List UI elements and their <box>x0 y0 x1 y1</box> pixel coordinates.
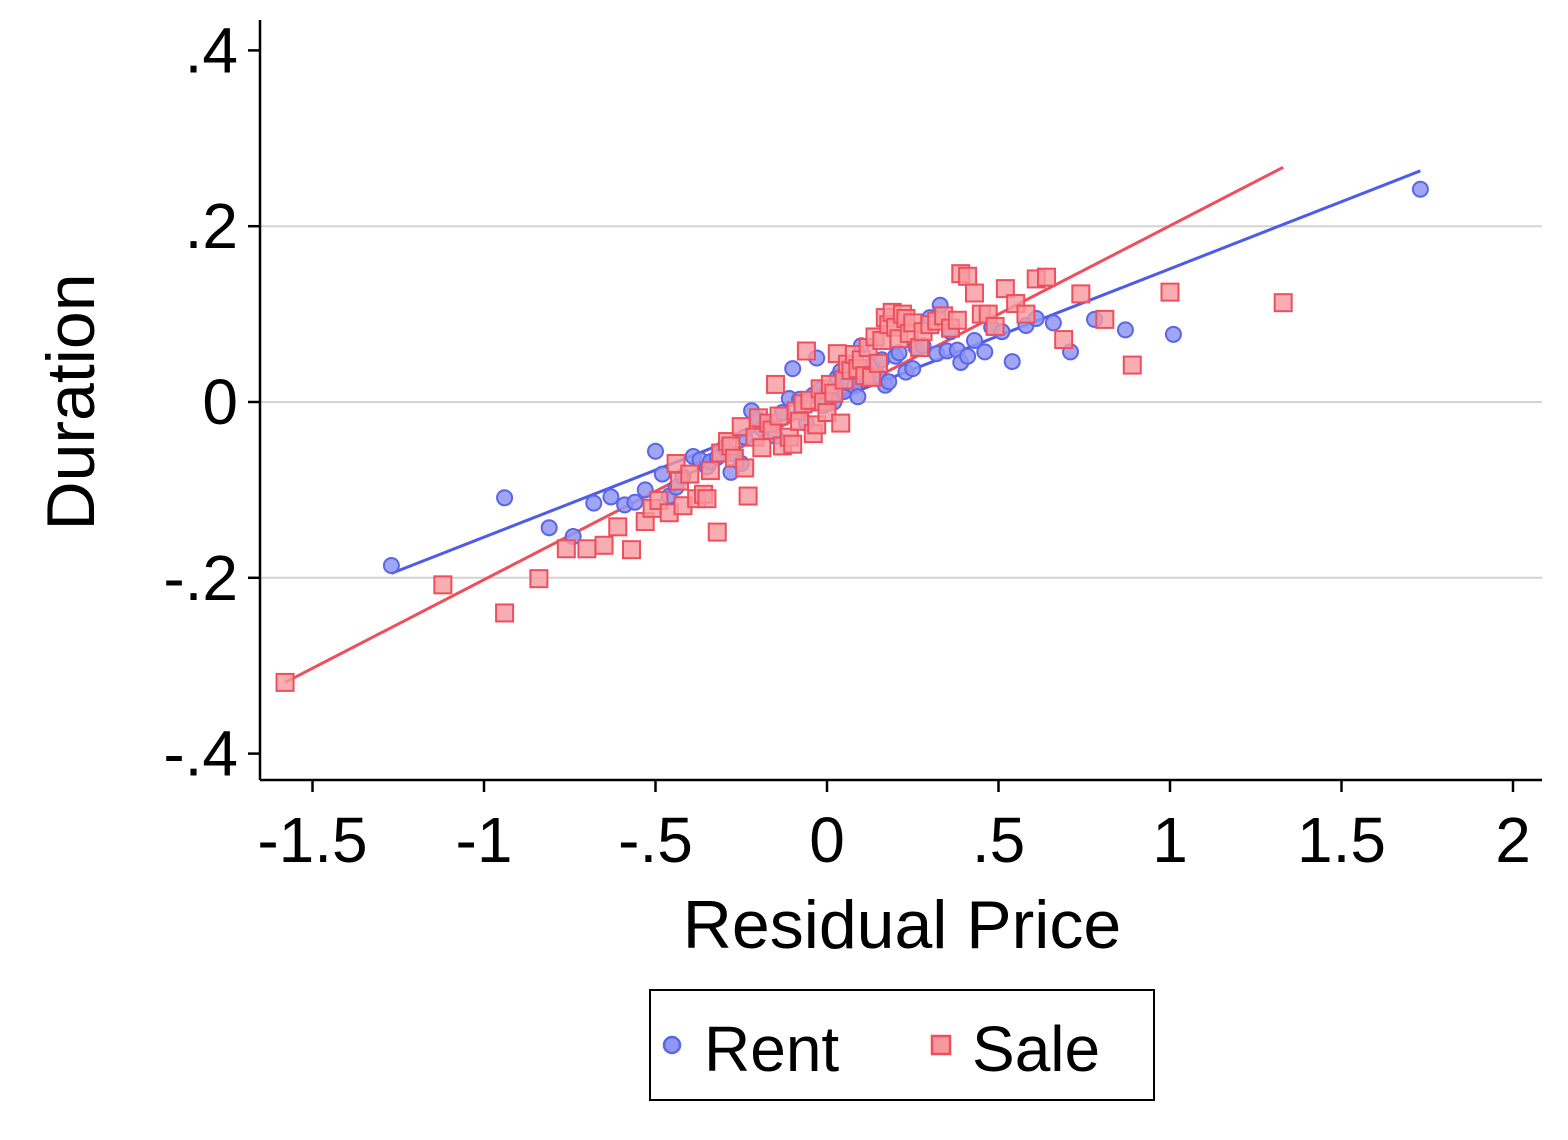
sale-point <box>1016 304 1036 324</box>
sale-point <box>1071 284 1091 304</box>
rent-point <box>602 488 620 506</box>
y-tick-label: -.2 <box>163 542 238 614</box>
sale-point <box>621 540 641 560</box>
x-tick-label: -1 <box>456 804 513 876</box>
x-axis-title: Residual Price <box>683 887 1121 963</box>
sale-point <box>769 406 789 426</box>
sale-point <box>796 341 816 361</box>
legend-sale-label: Sale <box>972 1013 1100 1085</box>
sale-point <box>556 539 576 559</box>
sale-point <box>831 413 851 433</box>
legend-item-sale: Sale <box>930 1013 1100 1085</box>
x-tick-label: 1 <box>1152 804 1188 876</box>
sale-point <box>947 310 967 330</box>
sale-point <box>529 569 549 589</box>
rent-point <box>784 360 802 378</box>
rent-point <box>1003 353 1021 371</box>
sale-point <box>608 517 628 537</box>
y-tick-label: .2 <box>185 190 238 262</box>
sale-point <box>433 575 453 595</box>
sale-point <box>680 464 700 484</box>
axes: -.4 -.2 0 .2 .4 -1.5 -1 -.5 0 .5 1 1.5 2 <box>163 14 1542 876</box>
x-tick-label: 0 <box>809 804 845 876</box>
legend-rent-label: Rent <box>704 1013 839 1085</box>
rent-point <box>1044 314 1062 332</box>
rent-point <box>653 465 671 483</box>
rent-point <box>540 519 558 537</box>
rent-point <box>585 494 603 512</box>
sale-point <box>275 672 295 692</box>
sale-point <box>1273 293 1293 313</box>
sale-point <box>910 338 930 358</box>
sale-point <box>1095 309 1115 329</box>
x-tick-label: .5 <box>972 804 1025 876</box>
x-tick-label: 1.5 <box>1297 804 1386 876</box>
y-tick-label: 0 <box>202 366 238 438</box>
rent-point <box>496 489 514 507</box>
rent-point <box>1116 321 1134 339</box>
sale-point <box>1122 355 1142 375</box>
x-tick-label: -.5 <box>618 804 693 876</box>
sale-point <box>735 458 755 478</box>
rent-point <box>965 331 983 349</box>
rent-point <box>976 343 994 361</box>
sale-point <box>868 353 888 373</box>
legend-rent-marker <box>662 1035 682 1055</box>
legend-item-rent: Rent <box>662 1013 839 1085</box>
gridlines <box>260 225 1542 579</box>
sale-point <box>697 489 717 509</box>
rent-point <box>959 347 977 365</box>
y-tick-label: -.4 <box>163 718 238 790</box>
rent-point <box>849 388 867 406</box>
x-tick-label: -1.5 <box>257 804 367 876</box>
sale-point <box>995 279 1015 299</box>
legend: Rent Sale <box>649 989 1155 1101</box>
data-points <box>275 180 1429 692</box>
rent-point <box>626 493 644 511</box>
sale-point <box>783 434 803 454</box>
rent-point <box>904 360 922 378</box>
sale-point <box>707 522 727 542</box>
sale-point <box>958 266 978 286</box>
sale-point <box>495 603 515 623</box>
sale-point <box>594 535 614 555</box>
legend-sale-marker <box>930 1034 952 1056</box>
sale-point <box>752 438 772 458</box>
rent-point <box>382 556 400 574</box>
sale-point <box>577 539 597 559</box>
rent-point <box>636 481 654 499</box>
rent-point <box>880 373 898 391</box>
rent-point <box>647 442 664 460</box>
sale-point <box>1054 330 1074 350</box>
sale-point <box>738 486 758 506</box>
rent-point <box>1411 180 1429 198</box>
sale-point <box>766 374 786 394</box>
sale-point <box>1160 282 1180 302</box>
sale-point <box>700 461 720 481</box>
sale-point <box>985 316 1005 336</box>
legend-box <box>649 989 1155 1101</box>
rent-point <box>1164 325 1182 343</box>
x-tick-label: 2 <box>1495 804 1531 876</box>
sale-point <box>964 283 984 303</box>
y-tick-label: .4 <box>185 14 238 86</box>
sale-point <box>1037 267 1057 287</box>
y-axis-title: Duration <box>33 273 109 530</box>
